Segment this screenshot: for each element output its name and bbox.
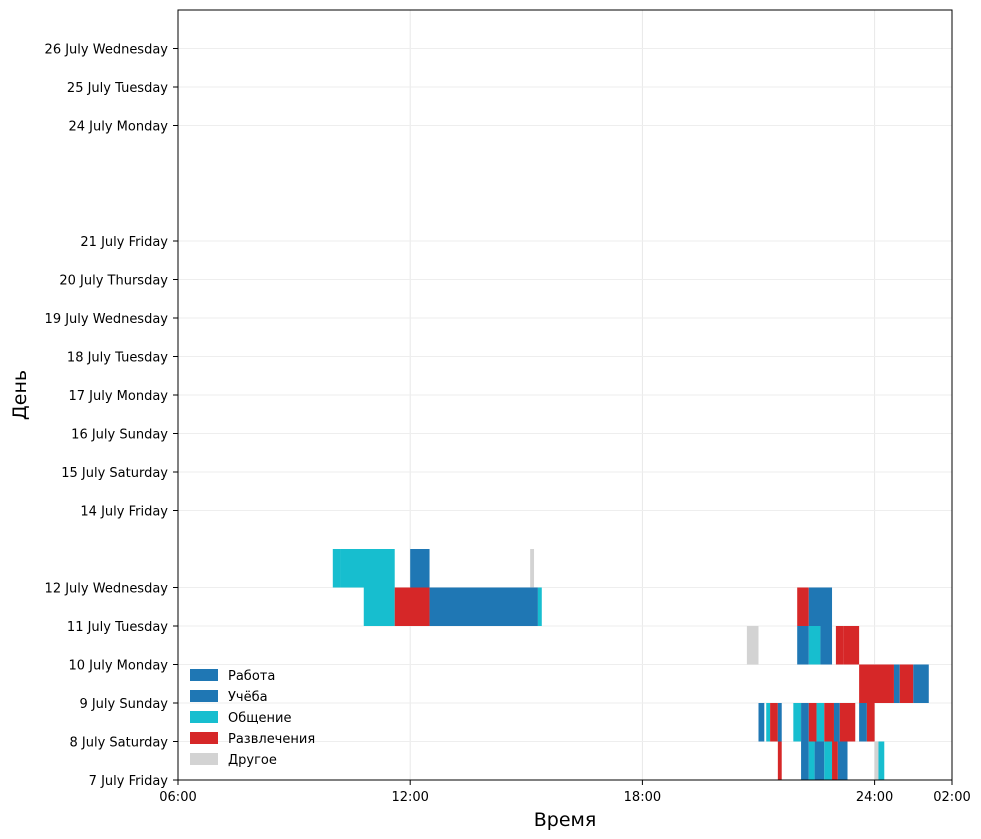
- x-tick-label: 12:00: [391, 790, 428, 805]
- activity-segment: [835, 626, 844, 665]
- x-tick-label: 18:00: [624, 790, 661, 805]
- y-tick-label: 18 July Tuesday: [67, 351, 168, 366]
- activity-segment: [793, 703, 802, 742]
- x-axis-title: Время: [534, 809, 597, 831]
- activity-segment: [537, 587, 542, 626]
- y-tick-label: 10 July Monday: [68, 659, 168, 674]
- legend-label: Работа: [228, 669, 275, 684]
- activity-segment: [866, 703, 875, 742]
- y-tick-label: 19 July Wednesday: [45, 312, 169, 327]
- activity-segment: [899, 664, 914, 703]
- legend-swatch: [190, 711, 218, 723]
- activity-segment: [878, 741, 885, 780]
- activity-segment: [777, 703, 782, 742]
- activity-segment: [839, 703, 856, 742]
- activity-segment: [746, 626, 759, 665]
- y-tick-label: 26 July Wednesday: [45, 43, 169, 58]
- activity-segment: [824, 741, 833, 780]
- legend-swatch: [190, 690, 218, 702]
- bars-layer: [332, 549, 929, 780]
- y-tick-label: 21 July Friday: [80, 235, 168, 250]
- y-tick-label: 7 July Friday: [89, 774, 169, 789]
- activity-segment: [801, 741, 809, 780]
- y-tick-label: 11 July Tuesday: [67, 620, 168, 635]
- legend-swatch: [190, 753, 218, 765]
- activity-segment: [332, 549, 341, 588]
- y-tick-label: 15 July Saturday: [61, 466, 168, 481]
- y-tick-label: 12 July Wednesday: [45, 582, 169, 597]
- activity-segment: [394, 587, 430, 626]
- x-tick-label: 24:00: [856, 790, 893, 805]
- activity-segment: [874, 741, 879, 780]
- activity-segment: [797, 626, 809, 665]
- activity-segment: [859, 703, 867, 742]
- activity-segment: [808, 703, 817, 742]
- y-tick-label: 16 July Sunday: [71, 428, 168, 443]
- activity-segment: [797, 587, 809, 626]
- x-ticks: 06:00 12:00 18:00 24:00 02:00: [159, 780, 971, 805]
- legend-swatch: [190, 669, 218, 681]
- y-tick-label: 9 July Sunday: [79, 697, 168, 712]
- activity-segment: [843, 626, 860, 665]
- y-tick-label: 8 July Saturday: [70, 736, 169, 751]
- activity-segment: [913, 664, 929, 703]
- activity-segment: [859, 664, 894, 703]
- activity-segment: [893, 664, 900, 703]
- activity-segment: [363, 587, 395, 626]
- legend-label: Другое: [228, 753, 277, 768]
- activity-segment: [814, 741, 825, 780]
- legend-label: Общение: [228, 711, 291, 726]
- legend: Работа Учёба Общение Развлечения Другое: [190, 669, 315, 768]
- y-tick-label: 24 July Monday: [68, 120, 168, 135]
- activity-segment: [808, 741, 815, 780]
- y-tick-label: 25 July Tuesday: [67, 81, 168, 96]
- x-tick-label: 02:00: [933, 790, 970, 805]
- activity-segment: [833, 703, 840, 742]
- activity-segment: [837, 741, 848, 780]
- y-ticks: 7 July Friday 8 July Saturday 9 July Sunda…: [45, 43, 178, 789]
- activity-segment: [808, 626, 821, 665]
- y-axis-title: День: [9, 370, 31, 420]
- legend-label: Учёба: [228, 690, 268, 705]
- y-tick-label: 17 July Monday: [68, 389, 168, 404]
- activity-segment: [808, 587, 833, 626]
- activity-segment: [770, 703, 778, 742]
- activity-segment: [824, 703, 834, 742]
- activity-segment: [429, 587, 538, 626]
- activity-segment: [816, 703, 825, 742]
- y-tick-label: 14 July Friday: [80, 505, 168, 520]
- legend-label: Развлечения: [228, 732, 315, 747]
- x-tick-label: 06:00: [159, 790, 196, 805]
- y-tick-label: 20 July Thursday: [59, 274, 168, 289]
- activity-segment: [766, 703, 771, 742]
- activity-segment: [777, 741, 782, 780]
- activity-segment: [832, 741, 838, 780]
- activity-segment: [758, 703, 765, 742]
- grid-layer: [178, 10, 952, 780]
- activity-segment: [801, 703, 809, 742]
- activity-segment: [820, 626, 833, 665]
- activity-segment: [530, 549, 535, 588]
- activity-segment: [340, 549, 395, 588]
- activity-segment: [410, 549, 430, 588]
- legend-swatch: [190, 732, 218, 744]
